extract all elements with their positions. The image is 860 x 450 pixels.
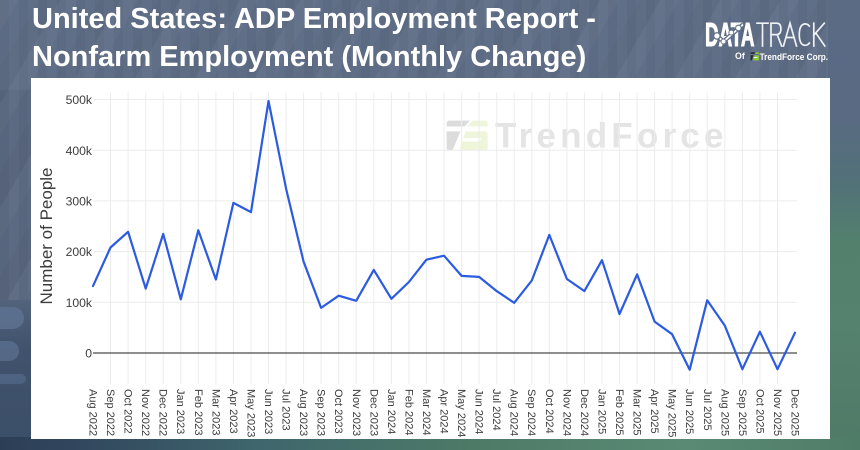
svg-text:Jan 2023: Jan 2023: [174, 389, 186, 434]
svg-text:Jun 2025: Jun 2025: [683, 389, 695, 434]
svg-text:500k: 500k: [66, 93, 93, 107]
svg-text:Mar 2023: Mar 2023: [209, 389, 221, 435]
svg-text:Dec 2025: Dec 2025: [789, 389, 801, 436]
svg-text:TrendForce Corp.: TrendForce Corp.: [760, 52, 829, 62]
svg-text:Jun 2023: Jun 2023: [262, 389, 274, 434]
svg-text:Oct 2023: Oct 2023: [332, 389, 344, 434]
svg-text:Sep 2025: Sep 2025: [736, 389, 748, 436]
svg-text:Oct 2025: Oct 2025: [753, 389, 765, 434]
svg-text:Dec 2022: Dec 2022: [157, 389, 169, 436]
svg-text:Aug 2022: Aug 2022: [87, 389, 99, 436]
svg-text:Oct 2024: Oct 2024: [543, 389, 555, 434]
svg-text:100k: 100k: [66, 296, 93, 310]
svg-text:200k: 200k: [66, 245, 93, 259]
svg-text:0: 0: [85, 347, 92, 361]
svg-text:Mar 2024: Mar 2024: [420, 389, 432, 435]
svg-text:Dec 2023: Dec 2023: [367, 389, 379, 436]
svg-text:Of: Of: [735, 51, 745, 61]
svg-text:Jan 2025: Jan 2025: [596, 389, 608, 434]
svg-text:Apr 2025: Apr 2025: [648, 389, 660, 434]
svg-text:May 2023: May 2023: [245, 389, 257, 437]
svg-text:300k: 300k: [66, 195, 93, 209]
svg-text:Jul 2024: Jul 2024: [490, 389, 502, 431]
svg-text:Nov 2023: Nov 2023: [350, 389, 362, 436]
svg-text:Apr 2023: Apr 2023: [227, 389, 239, 434]
svg-text:Mar 2025: Mar 2025: [631, 389, 643, 435]
svg-text:Nov 2022: Nov 2022: [139, 389, 151, 436]
svg-text:Feb 2024: Feb 2024: [402, 389, 414, 435]
svg-text:Aug 2024: Aug 2024: [508, 389, 520, 436]
svg-text:May 2024: May 2024: [455, 389, 467, 437]
svg-text:400k: 400k: [66, 144, 93, 158]
svg-text:Feb 2023: Feb 2023: [192, 389, 204, 435]
svg-text:Nov 2024: Nov 2024: [560, 389, 572, 436]
svg-text:Aug 2023: Aug 2023: [297, 389, 309, 436]
svg-text:Aug 2025: Aug 2025: [718, 389, 730, 436]
svg-text:Apr 2024: Apr 2024: [438, 389, 450, 434]
svg-text:Oct 2022: Oct 2022: [122, 389, 134, 434]
svg-text:May 2025: May 2025: [666, 389, 678, 437]
svg-text:TrendForce: TrendForce: [495, 117, 728, 156]
svg-text:Jan 2024: Jan 2024: [385, 389, 397, 434]
svg-text:Jul 2025: Jul 2025: [701, 389, 713, 431]
svg-text:Sep 2024: Sep 2024: [525, 389, 537, 436]
svg-text:Sep 2023: Sep 2023: [315, 389, 327, 436]
svg-text:Number of People: Number of People: [37, 167, 56, 304]
svg-text:Jul 2023: Jul 2023: [280, 389, 292, 431]
svg-text:Feb 2025: Feb 2025: [613, 389, 625, 435]
svg-text:Sep 2022: Sep 2022: [104, 389, 116, 436]
svg-text:Jun 2024: Jun 2024: [473, 389, 485, 434]
svg-text:Dec 2024: Dec 2024: [578, 389, 590, 436]
svg-text:Nov 2025: Nov 2025: [771, 389, 783, 436]
